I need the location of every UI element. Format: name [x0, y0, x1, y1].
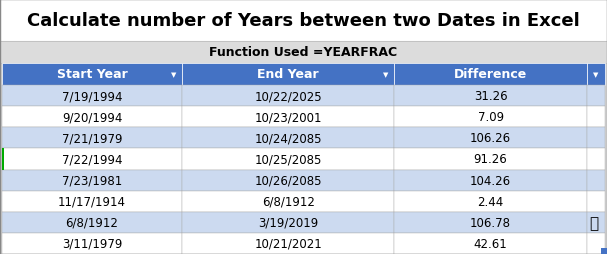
- Bar: [394, 64, 587, 86]
- Bar: [394, 212, 587, 233]
- Text: 106.26: 106.26: [470, 132, 511, 145]
- Text: 7/21/1979: 7/21/1979: [62, 132, 122, 145]
- Bar: [182, 86, 394, 107]
- Text: Function Used =YEARFRAC: Function Used =YEARFRAC: [209, 46, 398, 59]
- Bar: [394, 170, 587, 191]
- Bar: [394, 149, 587, 170]
- Bar: [394, 86, 587, 107]
- Text: 91.26: 91.26: [473, 153, 507, 166]
- Bar: [2, 64, 182, 86]
- Text: 10/21/2021: 10/21/2021: [254, 237, 322, 250]
- Bar: [2, 170, 182, 191]
- Text: 9/20/1994: 9/20/1994: [62, 111, 122, 124]
- Text: 7/23/1981: 7/23/1981: [62, 174, 122, 187]
- Bar: [0, 42, 607, 64]
- Bar: [587, 191, 605, 212]
- Text: 10/25/2085: 10/25/2085: [254, 153, 322, 166]
- Bar: [394, 191, 587, 212]
- Bar: [2, 86, 182, 107]
- Bar: [2, 128, 182, 149]
- Text: 42.61: 42.61: [473, 237, 507, 250]
- Text: 10/22/2025: 10/22/2025: [254, 90, 322, 103]
- Bar: [182, 191, 394, 212]
- Bar: [587, 64, 605, 86]
- Bar: [182, 170, 394, 191]
- Bar: [2, 149, 4, 170]
- Text: 7.09: 7.09: [478, 111, 504, 124]
- Bar: [587, 107, 605, 128]
- Text: Difference: Difference: [454, 68, 527, 81]
- Bar: [2, 149, 182, 170]
- Text: 10/24/2085: 10/24/2085: [254, 132, 322, 145]
- Text: Start Year: Start Year: [56, 68, 127, 81]
- Text: 104.26: 104.26: [470, 174, 511, 187]
- Bar: [394, 233, 587, 254]
- Text: 10/23/2001: 10/23/2001: [254, 111, 322, 124]
- Bar: [2, 107, 182, 128]
- Text: ▼: ▼: [593, 72, 599, 78]
- Bar: [587, 128, 605, 149]
- Text: 6/8/1912: 6/8/1912: [66, 216, 118, 229]
- Bar: [587, 86, 605, 107]
- Text: 106.78: 106.78: [470, 216, 511, 229]
- Bar: [2, 233, 182, 254]
- Text: 7/19/1994: 7/19/1994: [62, 90, 122, 103]
- Bar: [182, 149, 394, 170]
- Text: End Year: End Year: [257, 68, 319, 81]
- Text: 3/19/2019: 3/19/2019: [258, 216, 318, 229]
- Text: Calculate number of Years between two Dates in Excel: Calculate number of Years between two Da…: [27, 12, 580, 30]
- Bar: [587, 170, 605, 191]
- Text: ▼: ▼: [171, 72, 177, 78]
- Text: 10/26/2085: 10/26/2085: [254, 174, 322, 187]
- Bar: [394, 107, 587, 128]
- Bar: [587, 233, 605, 254]
- Text: 31.26: 31.26: [473, 90, 507, 103]
- Bar: [601, 248, 607, 254]
- Text: ▼: ▼: [384, 72, 389, 78]
- Bar: [182, 64, 394, 86]
- Bar: [394, 128, 587, 149]
- Text: 7/22/1994: 7/22/1994: [62, 153, 122, 166]
- Bar: [182, 107, 394, 128]
- Bar: [182, 233, 394, 254]
- Bar: [182, 128, 394, 149]
- Text: 👴: 👴: [589, 215, 598, 230]
- Bar: [0, 0, 607, 42]
- Bar: [2, 212, 182, 233]
- Bar: [587, 149, 605, 170]
- Text: 11/17/1914: 11/17/1914: [58, 195, 126, 208]
- Bar: [182, 212, 394, 233]
- Text: 3/11/1979: 3/11/1979: [62, 237, 122, 250]
- Text: 2.44: 2.44: [478, 195, 504, 208]
- Bar: [587, 212, 605, 233]
- Bar: [2, 191, 182, 212]
- Text: 6/8/1912: 6/8/1912: [262, 195, 314, 208]
